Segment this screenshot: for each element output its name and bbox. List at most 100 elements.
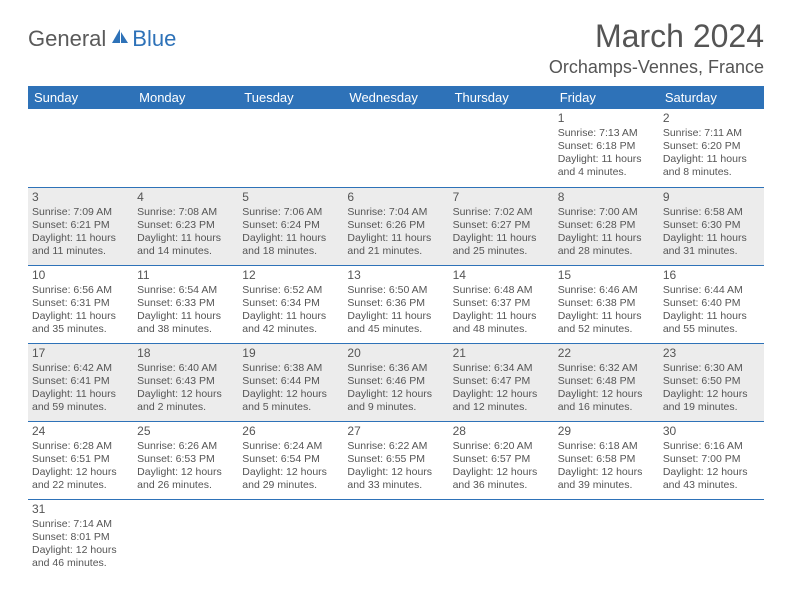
- header: General Blue March 2024 Orchamps-Vennes,…: [28, 18, 764, 78]
- sunset-text: Sunset: 6:21 PM: [32, 219, 129, 232]
- daylight-text: Daylight: 12 hours and 9 minutes.: [347, 388, 444, 414]
- calendar-cell: 15Sunrise: 6:46 AMSunset: 6:38 PMDayligh…: [554, 265, 659, 343]
- daylight-text: Daylight: 12 hours and 39 minutes.: [558, 466, 655, 492]
- day-number: 27: [347, 424, 444, 439]
- day-number: 30: [663, 424, 760, 439]
- day-number: 1: [558, 111, 655, 126]
- calendar-cell: 30Sunrise: 6:16 AMSunset: 7:00 PMDayligh…: [659, 421, 764, 499]
- calendar-row: 3Sunrise: 7:09 AMSunset: 6:21 PM Daylight…: [28, 187, 764, 265]
- calendar-cell: 27Sunrise: 6:22 AMSunset: 6:55 PMDayligh…: [343, 421, 448, 499]
- calendar-cell: 10Sunrise: 6:56 AMSunset: 6:31 PMDayligh…: [28, 265, 133, 343]
- daylight-text: Daylight: 11 hours and 38 minutes.: [137, 310, 234, 336]
- calendar-cell: [449, 109, 554, 187]
- sunrise-text: Sunrise: 6:42 AM: [32, 362, 129, 375]
- sunrise-text: Sunrise: 6:16 AM: [663, 440, 760, 453]
- sunrise-text: Sunrise: 6:44 AM: [663, 284, 760, 297]
- weekday-header: Monday: [133, 86, 238, 109]
- weekday-header: Thursday: [449, 86, 554, 109]
- day-number: 20: [347, 346, 444, 361]
- calendar-cell: 7Sunrise: 7:02 AMSunset: 6:27 PMDaylight…: [449, 187, 554, 265]
- day-number: 2: [663, 111, 760, 126]
- sunset-text: Sunset: 6:27 PM: [453, 219, 550, 232]
- sunset-text: Sunset: 6:31 PM: [32, 297, 129, 310]
- sunset-text: Sunset: 6:43 PM: [137, 375, 234, 388]
- daylight-text: Daylight: 11 hours and 31 minutes.: [663, 232, 760, 258]
- daylight-text: Daylight: 11 hours and 21 minutes.: [347, 232, 444, 258]
- sunset-text: Sunset: 6:18 PM: [558, 140, 655, 153]
- calendar-cell: [133, 499, 238, 577]
- calendar-row: 24Sunrise: 6:28 AMSunset: 6:51 PMDayligh…: [28, 421, 764, 499]
- sunrise-text: Sunrise: 7:00 AM: [558, 206, 655, 219]
- daylight-text: Daylight: 11 hours and 4 minutes.: [558, 153, 655, 179]
- sunrise-text: Sunrise: 6:20 AM: [453, 440, 550, 453]
- sunrise-text: Sunrise: 6:48 AM: [453, 284, 550, 297]
- daylight-text: Daylight: 11 hours and 28 minutes.: [558, 232, 655, 258]
- day-number: 5: [242, 190, 339, 205]
- calendar-cell: 6Sunrise: 7:04 AMSunset: 6:26 PMDaylight…: [343, 187, 448, 265]
- weekday-header: Sunday: [28, 86, 133, 109]
- day-number: 8: [558, 190, 655, 205]
- sunrise-text: Sunrise: 7:06 AM: [242, 206, 339, 219]
- sunset-text: Sunset: 6:38 PM: [558, 297, 655, 310]
- calendar-cell: 24Sunrise: 6:28 AMSunset: 6:51 PMDayligh…: [28, 421, 133, 499]
- logo-text-blue: Blue: [132, 26, 176, 52]
- daylight-text: Daylight: 12 hours and 5 minutes.: [242, 388, 339, 414]
- sunrise-text: Sunrise: 6:52 AM: [242, 284, 339, 297]
- weekday-header-row: Sunday Monday Tuesday Wednesday Thursday…: [28, 86, 764, 109]
- day-number: 22: [558, 346, 655, 361]
- calendar-cell: 2Sunrise: 7:11 AMSunset: 6:20 PMDaylight…: [659, 109, 764, 187]
- calendar-cell: 31Sunrise: 7:14 AMSunset: 8:01 PMDayligh…: [28, 499, 133, 577]
- sunset-text: Sunset: 6:55 PM: [347, 453, 444, 466]
- sunset-text: Sunset: 7:00 PM: [663, 453, 760, 466]
- sunrise-text: Sunrise: 7:09 AM: [32, 206, 129, 219]
- daylight-text: Daylight: 12 hours and 29 minutes.: [242, 466, 339, 492]
- calendar-row: 10Sunrise: 6:56 AMSunset: 6:31 PMDayligh…: [28, 265, 764, 343]
- location-label: Orchamps-Vennes, France: [549, 57, 764, 78]
- daylight-text: Daylight: 11 hours and 8 minutes.: [663, 153, 760, 179]
- calendar-cell: 8Sunrise: 7:00 AMSunset: 6:28 PMDaylight…: [554, 187, 659, 265]
- calendar-cell: [343, 109, 448, 187]
- sunrise-text: Sunrise: 6:36 AM: [347, 362, 444, 375]
- calendar-cell: 18Sunrise: 6:40 AMSunset: 6:43 PMDayligh…: [133, 343, 238, 421]
- calendar-cell: 14Sunrise: 6:48 AMSunset: 6:37 PMDayligh…: [449, 265, 554, 343]
- sunrise-text: Sunrise: 6:22 AM: [347, 440, 444, 453]
- day-number: 3: [32, 190, 129, 205]
- weekday-header: Friday: [554, 86, 659, 109]
- day-number: 12: [242, 268, 339, 283]
- weekday-header: Saturday: [659, 86, 764, 109]
- sunset-text: Sunset: 6:53 PM: [137, 453, 234, 466]
- calendar-cell: 28Sunrise: 6:20 AMSunset: 6:57 PMDayligh…: [449, 421, 554, 499]
- day-number: 10: [32, 268, 129, 283]
- sunrise-text: Sunrise: 6:58 AM: [663, 206, 760, 219]
- sunset-text: Sunset: 6:33 PM: [137, 297, 234, 310]
- daylight-text: Daylight: 12 hours and 22 minutes.: [32, 466, 129, 492]
- day-number: 31: [32, 502, 129, 517]
- calendar-row: 1Sunrise: 7:13 AMSunset: 6:18 PMDaylight…: [28, 109, 764, 187]
- day-number: 28: [453, 424, 550, 439]
- sunrise-text: Sunrise: 7:08 AM: [137, 206, 234, 219]
- sunrise-text: Sunrise: 6:40 AM: [137, 362, 234, 375]
- sunrise-text: Sunrise: 6:18 AM: [558, 440, 655, 453]
- calendar-cell: [238, 109, 343, 187]
- calendar-body: 1Sunrise: 7:13 AMSunset: 6:18 PMDaylight…: [28, 109, 764, 577]
- sunrise-text: Sunrise: 6:38 AM: [242, 362, 339, 375]
- calendar-table: Sunday Monday Tuesday Wednesday Thursday…: [28, 86, 764, 577]
- sunrise-text: Sunrise: 6:24 AM: [242, 440, 339, 453]
- sunset-text: Sunset: 6:47 PM: [453, 375, 550, 388]
- calendar-cell: 13Sunrise: 6:50 AMSunset: 6:36 PMDayligh…: [343, 265, 448, 343]
- sunset-text: Sunset: 6:28 PM: [558, 219, 655, 232]
- calendar-cell: 21Sunrise: 6:34 AMSunset: 6:47 PMDayligh…: [449, 343, 554, 421]
- calendar-cell: 22Sunrise: 6:32 AMSunset: 6:48 PMDayligh…: [554, 343, 659, 421]
- daylight-text: Daylight: 11 hours and 52 minutes.: [558, 310, 655, 336]
- day-number: 19: [242, 346, 339, 361]
- day-number: 17: [32, 346, 129, 361]
- daylight-text: Daylight: 11 hours and 25 minutes.: [453, 232, 550, 258]
- daylight-text: Daylight: 11 hours and 59 minutes.: [32, 388, 129, 414]
- daylight-text: Daylight: 11 hours and 18 minutes.: [242, 232, 339, 258]
- daylight-text: Daylight: 11 hours and 48 minutes.: [453, 310, 550, 336]
- sunrise-text: Sunrise: 7:04 AM: [347, 206, 444, 219]
- calendar-cell: [238, 499, 343, 577]
- calendar-page: General Blue March 2024 Orchamps-Vennes,…: [0, 0, 792, 595]
- sunset-text: Sunset: 8:01 PM: [32, 531, 129, 544]
- day-number: 24: [32, 424, 129, 439]
